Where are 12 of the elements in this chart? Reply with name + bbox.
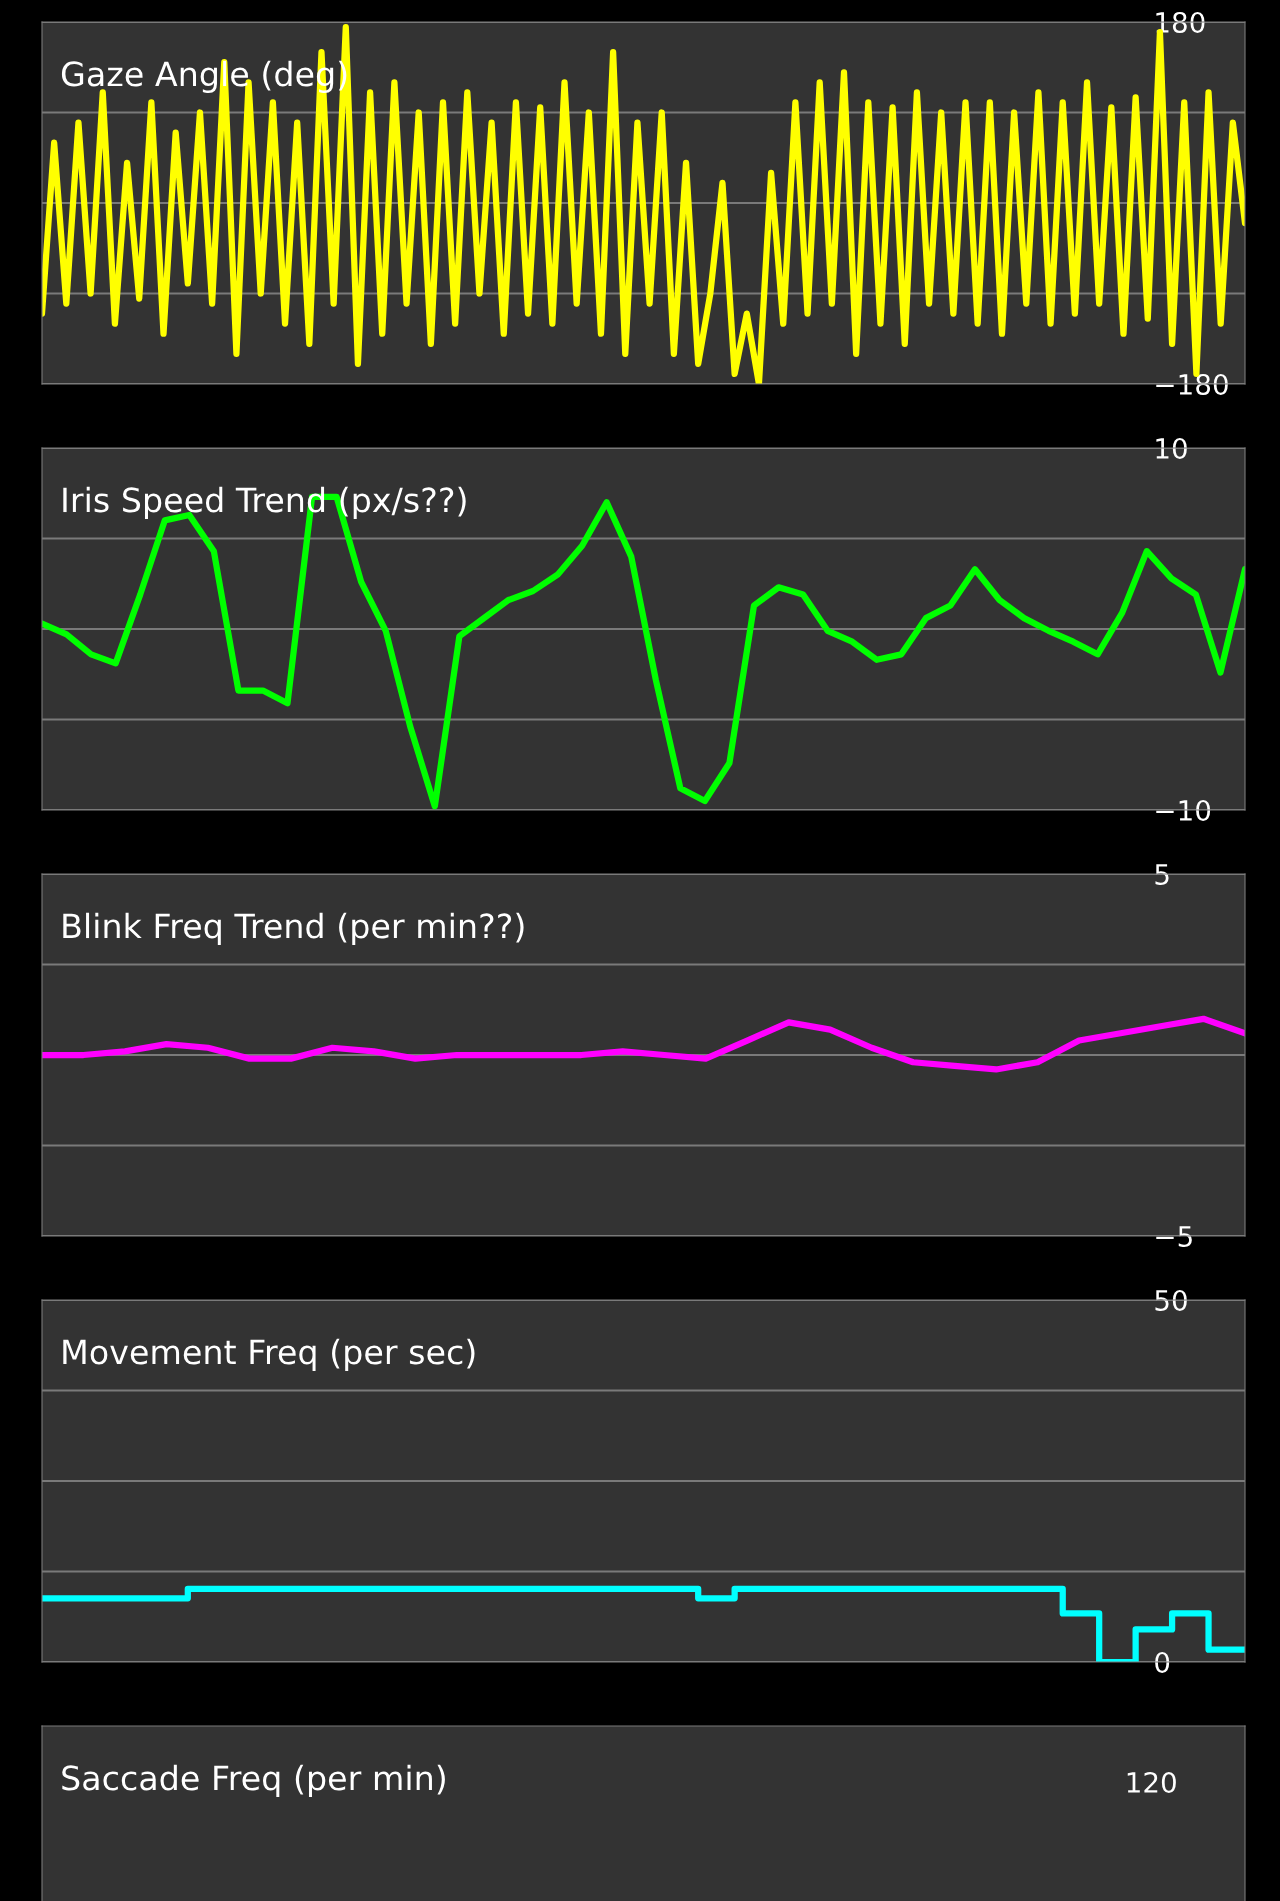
y-tick-label: 5 [1155,864,1169,885]
text: 120 [1127,1772,1176,1794]
y-tick-label: −5 [1156,1226,1192,1247]
y-tick-label: 180 [1156,11,1205,33]
y-tick-label: −180 [1156,373,1228,395]
y-tick-label: −10 [1156,799,1211,821]
y-tick-label: 0 [1155,1651,1170,1673]
text: Blink Freq Trend (per min??) [63,912,524,945]
y-tick-label: 10 [1156,437,1187,459]
y-tick-label: 50 [1155,1289,1187,1311]
text: Saccade Freq (per min) [62,1764,445,1797]
text: Movement Freq (per sec) [63,1338,475,1371]
